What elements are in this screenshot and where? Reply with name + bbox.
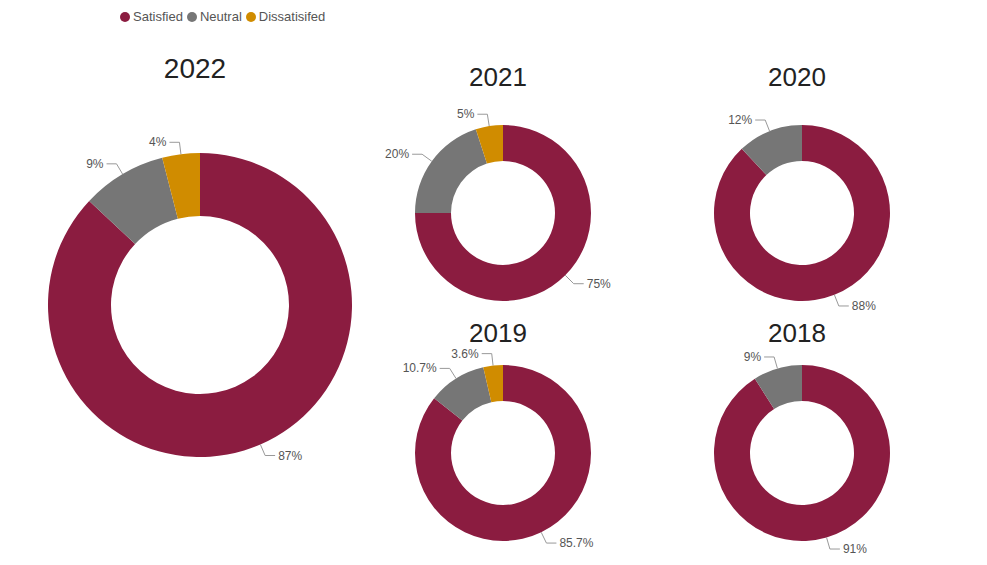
html-text:2019: 2019 bbox=[469, 318, 527, 348]
html-text:Satisfied: Satisfied bbox=[133, 9, 183, 24]
svg-text:9%: 9% bbox=[744, 350, 762, 364]
svg-text:12%: 12% bbox=[728, 113, 752, 127]
html-text:Neutral: Neutral bbox=[199, 9, 242, 24]
svg-text:87%: 87% bbox=[278, 449, 302, 463]
html-text:2021: 2021 bbox=[469, 62, 527, 92]
svg-text:91%: 91% bbox=[843, 542, 867, 556]
html-text:2022: 2022 bbox=[163, 53, 227, 84]
html-text:2020: 2020 bbox=[768, 62, 826, 92]
svg-text:85.7%: 85.7% bbox=[559, 536, 593, 550]
svg-text:75%: 75% bbox=[587, 277, 611, 291]
svg-text:4%: 4% bbox=[149, 135, 167, 149]
svg-text:3.6%: 3.6% bbox=[451, 347, 479, 361]
svg-text:20%: 20% bbox=[385, 147, 409, 161]
html-text:Dissatisifed: Dissatisifed bbox=[258, 9, 326, 24]
svg-text:9%: 9% bbox=[86, 157, 104, 171]
svg-text:88%: 88% bbox=[852, 299, 876, 313]
svg-text:10.7%: 10.7% bbox=[403, 361, 437, 375]
html-text:2018: 2018 bbox=[768, 318, 826, 348]
svg-text:5%: 5% bbox=[457, 107, 475, 121]
